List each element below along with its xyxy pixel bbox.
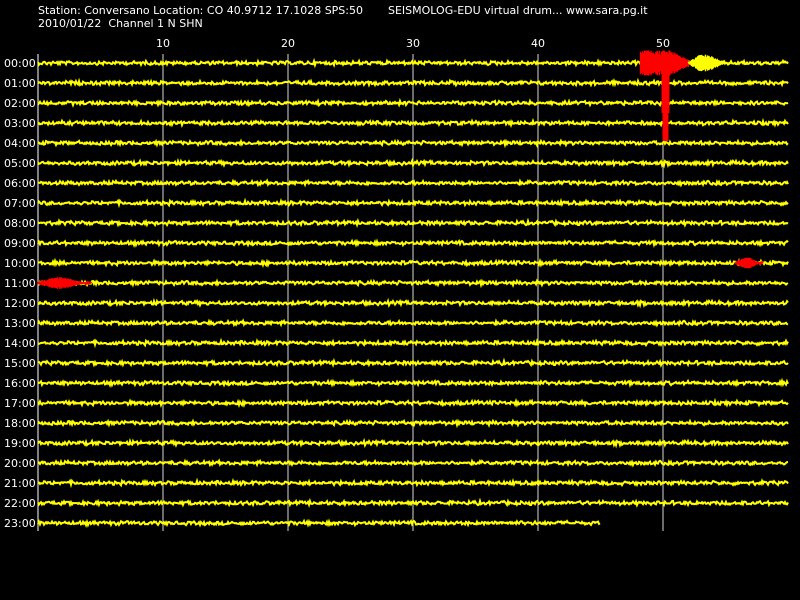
hour-label: 13:00 <box>4 317 36 330</box>
hour-label: 23:00 <box>4 517 36 530</box>
hour-label: 16:00 <box>4 377 36 390</box>
trace-line <box>37 397 789 409</box>
trace-line <box>37 297 789 309</box>
hour-label: 06:00 <box>4 177 36 190</box>
hour-label: 05:00 <box>4 157 36 170</box>
minute-tick-label: 50 <box>656 37 670 50</box>
minute-tick-label: 10 <box>156 37 170 50</box>
trace-line <box>37 377 789 389</box>
trace-line <box>37 157 789 169</box>
hour-label: 15:00 <box>4 357 36 370</box>
hour-label: 22:00 <box>4 497 36 510</box>
event-small-quake <box>37 277 92 289</box>
hour-label: 00:00 <box>4 57 36 70</box>
event-coda <box>687 54 732 72</box>
trace-line <box>37 518 601 528</box>
hour-label: 07:00 <box>4 197 36 210</box>
hour-label: 21:00 <box>4 477 36 490</box>
hour-label: 10:00 <box>4 257 36 270</box>
hour-label: 08:00 <box>4 217 36 230</box>
trace-line <box>37 238 789 249</box>
hour-label: 19:00 <box>4 437 36 450</box>
date-channel-info: 2010/01/22 Channel 1 N SHN <box>38 17 203 30</box>
trace-line <box>37 458 789 468</box>
minute-tick-label: 20 <box>281 37 295 50</box>
hour-label: 12:00 <box>4 297 36 310</box>
trace-line <box>37 257 789 269</box>
trace-line <box>37 437 789 449</box>
minute-tick-label: 40 <box>531 37 545 50</box>
hour-label: 02:00 <box>4 97 36 110</box>
trace-line <box>37 497 789 509</box>
hour-label: 14:00 <box>4 337 36 350</box>
trace-line <box>37 357 789 369</box>
event-small-quake <box>734 257 764 269</box>
trace-line <box>37 418 789 429</box>
trace-line <box>37 197 789 209</box>
hour-label: 04:00 <box>4 137 36 150</box>
hour-label: 17:00 <box>4 397 36 410</box>
trace-line <box>37 337 789 349</box>
trace-line <box>37 278 789 289</box>
hour-label: 01:00 <box>4 77 36 90</box>
hour-label: 11:00 <box>4 277 36 290</box>
hour-label: 03:00 <box>4 117 36 130</box>
trace-line <box>37 318 789 328</box>
event-spike <box>662 113 669 141</box>
trace-line <box>37 217 789 229</box>
trace-line <box>38 178 789 188</box>
hour-label: 20:00 <box>4 457 36 470</box>
trace-line <box>37 138 789 149</box>
minute-tick-label: 30 <box>406 37 420 50</box>
trace-line <box>38 477 789 489</box>
hour-label: 18:00 <box>4 417 36 430</box>
station-info: Station: Conversano Location: CO 40.9712… <box>38 4 363 17</box>
app-title: SEISMOLOG-EDU virtual drum... www.sara.p… <box>388 4 648 17</box>
event-spike <box>661 63 670 113</box>
hour-label: 09:00 <box>4 237 36 250</box>
trace-line <box>37 77 789 88</box>
